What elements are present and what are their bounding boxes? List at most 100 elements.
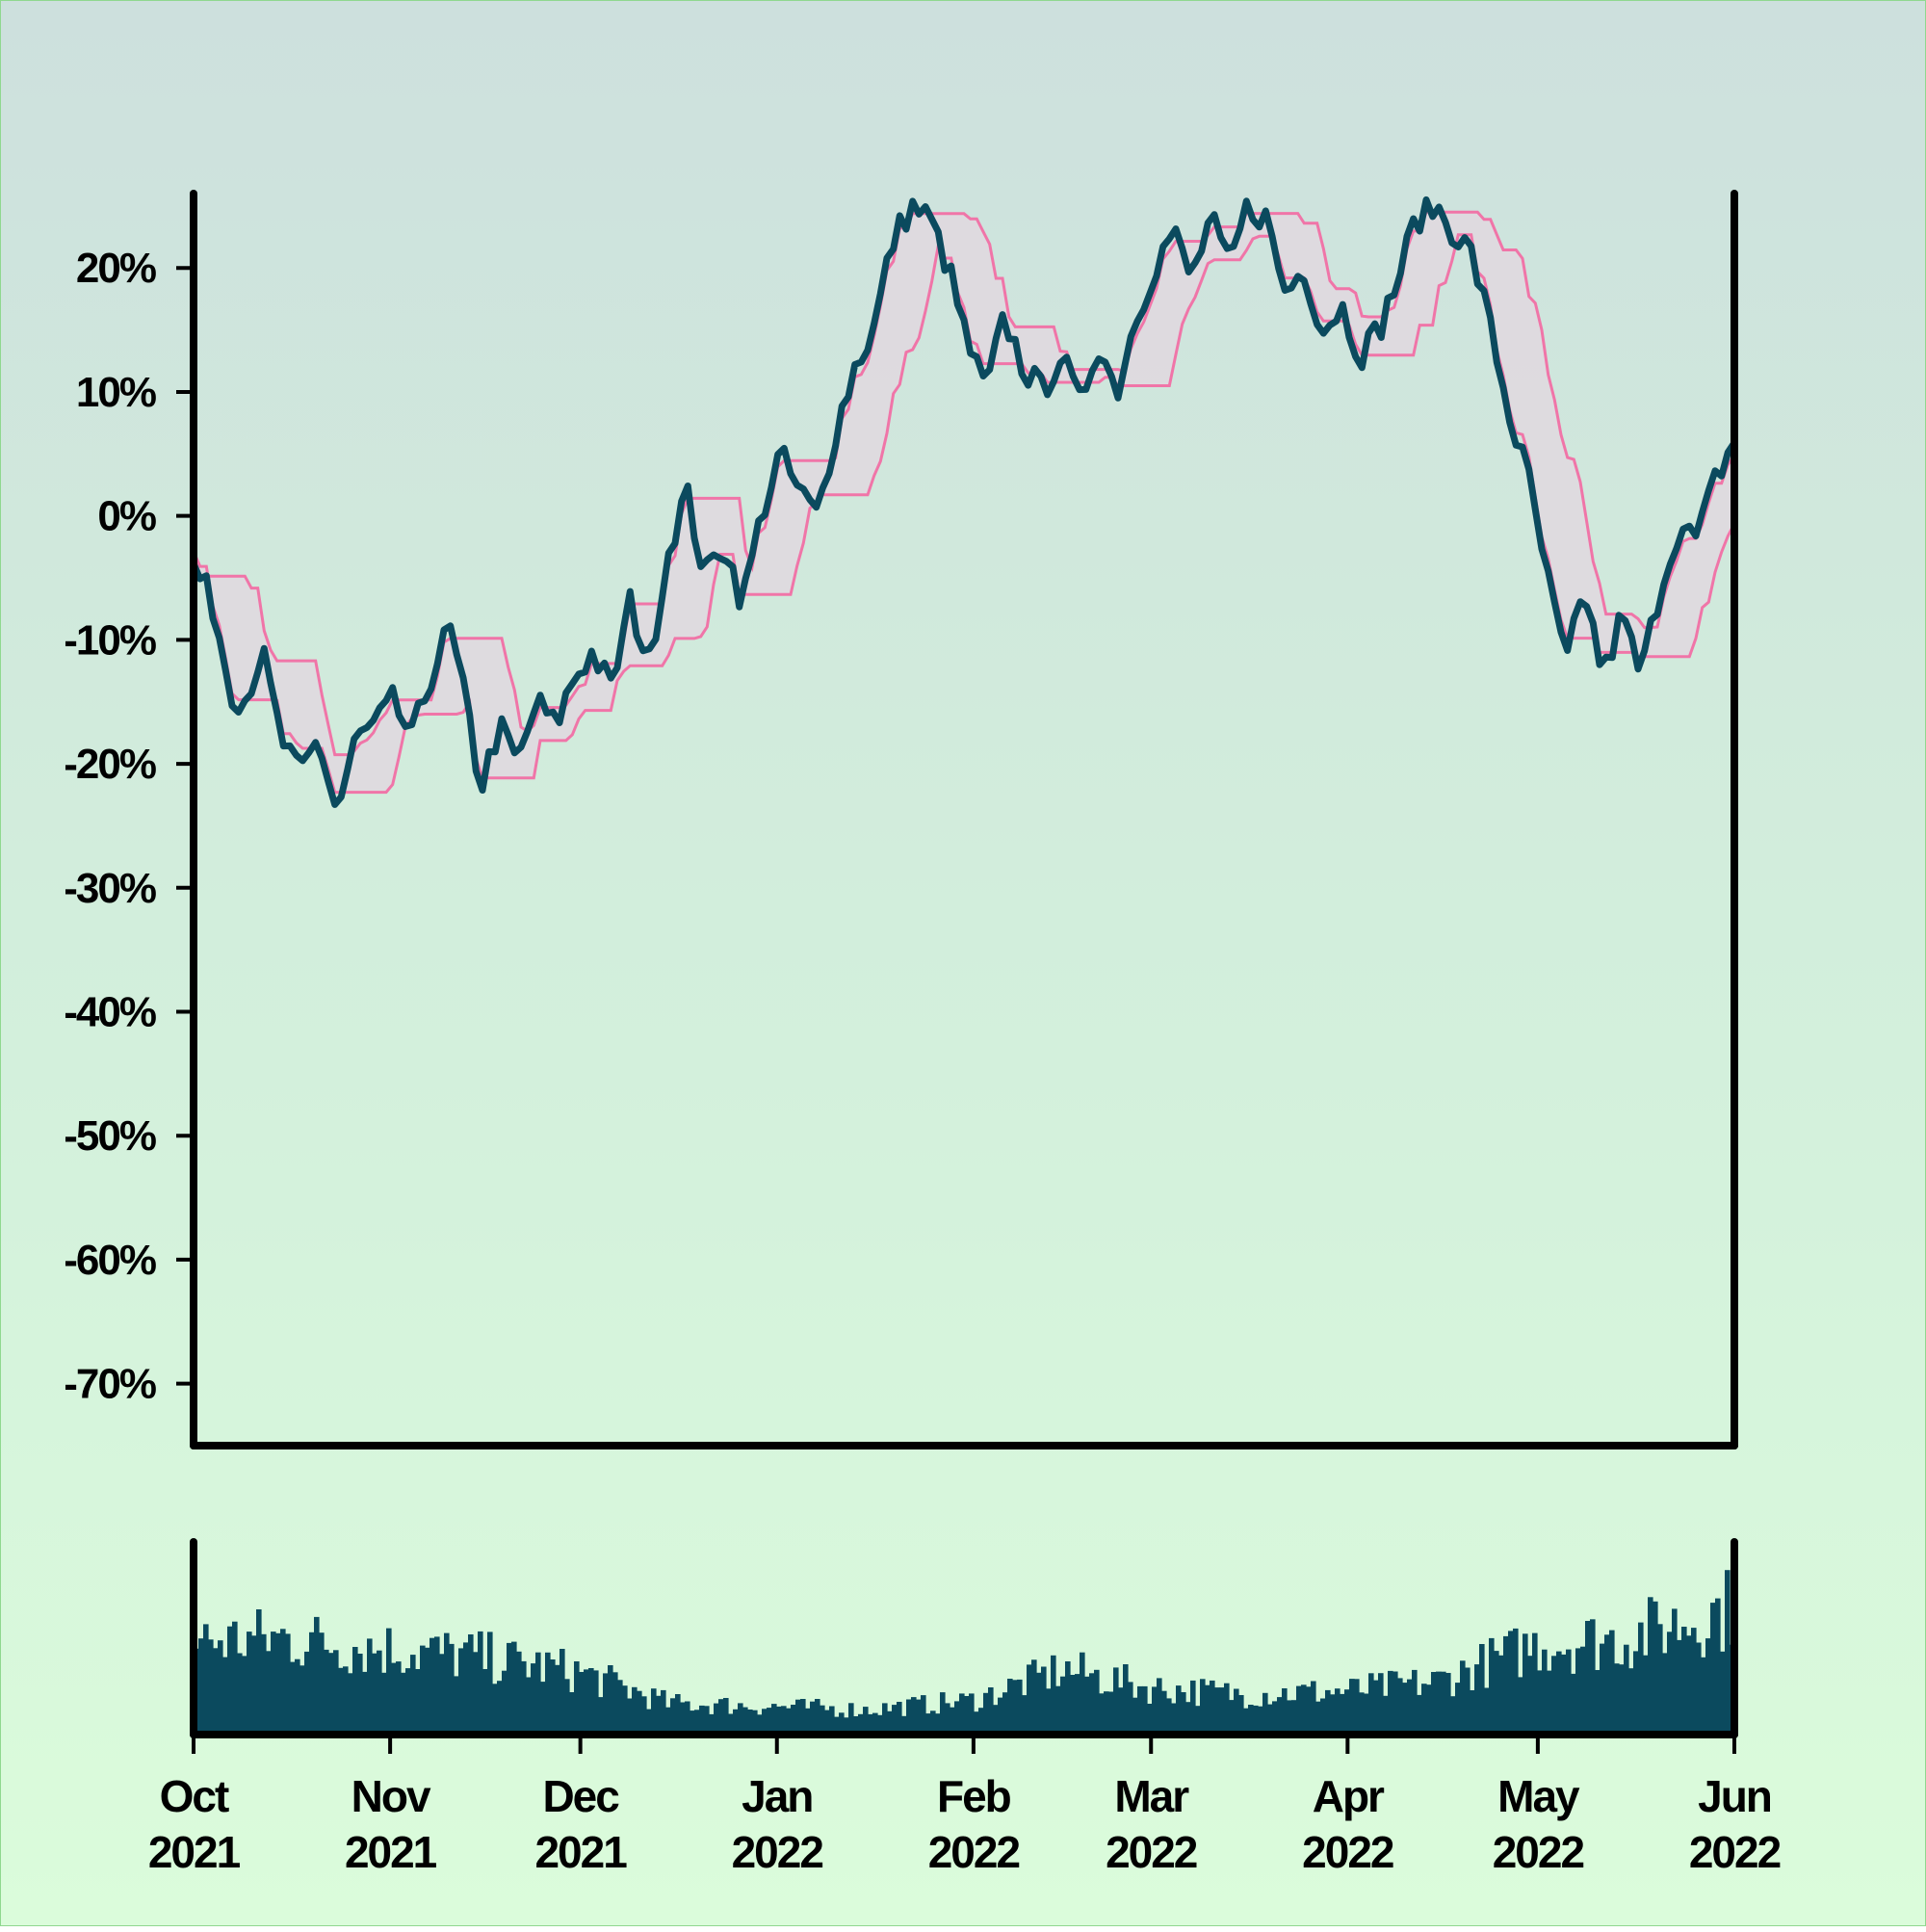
volume-bar: [978, 1708, 984, 1735]
volume-bar: [897, 1702, 902, 1735]
volume-bar: [1325, 1689, 1331, 1735]
volume-bar: [815, 1699, 820, 1735]
volume-bar: [1484, 1687, 1490, 1735]
volume-bar: [266, 1651, 272, 1735]
volume-bar: [1190, 1680, 1196, 1735]
volume-bar: [911, 1697, 917, 1735]
volume-bar: [1104, 1691, 1109, 1735]
volume-bar: [974, 1711, 979, 1735]
volume-bar: [1330, 1694, 1336, 1735]
x-tick-label: Nov 2021: [345, 1771, 437, 1877]
volume-bar: [1479, 1644, 1485, 1735]
volume-bar: [844, 1717, 849, 1735]
x-tick-label: Oct 2021: [148, 1771, 241, 1877]
volume-bar: [218, 1640, 223, 1735]
volume-bar: [425, 1647, 430, 1735]
volume-bar: [1643, 1655, 1649, 1735]
volume-bar: [203, 1624, 209, 1735]
volume-bar: [901, 1715, 907, 1735]
volume-bar: [617, 1680, 623, 1735]
volume-bar: [1436, 1671, 1442, 1735]
volume-bar: [309, 1632, 315, 1735]
volume-bar: [680, 1702, 686, 1735]
volume-bar: [1200, 1679, 1206, 1735]
volume-bar: [1677, 1639, 1682, 1735]
y-tick-label: -10%: [64, 616, 156, 664]
volume-bar: [1392, 1671, 1398, 1735]
volume-bar: [1441, 1671, 1446, 1735]
volume-bar: [882, 1703, 888, 1735]
volume-bar: [1214, 1687, 1220, 1735]
volume-bar: [1638, 1622, 1644, 1735]
volume-bar: [463, 1642, 469, 1735]
volume-bar: [1012, 1680, 1018, 1735]
volume-bar: [820, 1705, 825, 1735]
volume-bar: [983, 1692, 989, 1735]
volume-bar: [646, 1709, 652, 1735]
volume-bar: [704, 1706, 710, 1735]
volume-bar: [1662, 1653, 1668, 1735]
volume-bar: [1224, 1683, 1230, 1735]
volume-bar: [969, 1693, 975, 1735]
volume-bar: [858, 1713, 864, 1735]
volume-bar: [550, 1659, 556, 1735]
volume-bar: [1055, 1685, 1061, 1735]
volume-bar: [1585, 1621, 1591, 1735]
volume-bar: [892, 1705, 898, 1735]
volume-bar: [516, 1651, 522, 1735]
volume-bar: [656, 1695, 662, 1735]
volume-bar: [338, 1667, 344, 1735]
volume-bar: [439, 1654, 445, 1735]
volume-bar: [1046, 1688, 1052, 1735]
volume-bar: [555, 1664, 560, 1735]
volume-bar: [728, 1713, 734, 1735]
volume-bar: [1142, 1685, 1148, 1735]
volume-bar: [1421, 1684, 1427, 1735]
volume-bar: [1681, 1627, 1687, 1735]
volume-bar: [1701, 1657, 1706, 1735]
volume-bar: [1219, 1687, 1225, 1735]
volume-bar: [237, 1653, 243, 1735]
volume-bar: [242, 1656, 247, 1735]
volume-bar: [1060, 1676, 1066, 1735]
volume-bar: [1595, 1670, 1601, 1735]
volume-bar: [1556, 1651, 1562, 1735]
volume-bar: [1253, 1705, 1259, 1735]
volume-bar: [1460, 1660, 1466, 1735]
volume-bar: [738, 1703, 743, 1735]
volume-bar: [1527, 1656, 1533, 1735]
volume-bar: [868, 1713, 873, 1735]
volume-bar: [1417, 1694, 1422, 1735]
volume-bar: [487, 1632, 493, 1735]
volume-bar: [1137, 1685, 1143, 1735]
volume-bar: [747, 1710, 753, 1735]
volume-bar: [906, 1699, 912, 1735]
volume-bar: [535, 1652, 541, 1735]
volume-bar: [1657, 1624, 1663, 1735]
volume-bar: [531, 1663, 536, 1735]
volume-bar: [1036, 1672, 1042, 1735]
volume-bar: [1349, 1679, 1355, 1735]
volume-bar: [415, 1669, 421, 1735]
volume-bar: [1580, 1646, 1586, 1735]
volume-bar: [791, 1705, 796, 1735]
y-tick-label: -70%: [64, 1361, 156, 1408]
volume-bar: [1513, 1628, 1519, 1735]
y-tick-label: -40%: [64, 989, 156, 1036]
volume-bar: [1084, 1676, 1090, 1735]
volume-bar: [1075, 1674, 1080, 1735]
volume-bar: [593, 1670, 599, 1735]
volume-bar: [1426, 1684, 1432, 1735]
volume-bar: [829, 1706, 835, 1735]
volume-bar: [285, 1633, 291, 1735]
volume-bar: [1041, 1666, 1047, 1735]
volume-bar: [887, 1710, 893, 1735]
volume-bar: [1455, 1683, 1461, 1735]
volume-bar: [786, 1708, 792, 1735]
volume-bar: [198, 1638, 204, 1735]
volume-bar: [560, 1649, 565, 1735]
volume-bar: [945, 1703, 950, 1735]
price-line: [190, 196, 1737, 808]
volume-bar: [444, 1632, 450, 1735]
volume-bar: [661, 1689, 666, 1735]
